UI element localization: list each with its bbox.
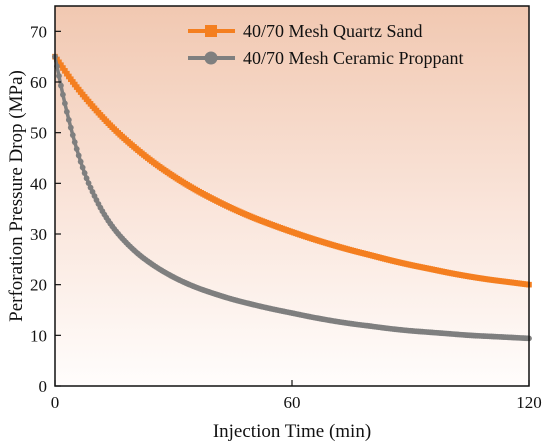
data-point bbox=[58, 62, 64, 68]
y-tick-label: 70 bbox=[30, 22, 47, 41]
data-point bbox=[83, 175, 90, 182]
y-tick-label: 40 bbox=[30, 174, 47, 193]
y-tick-label: 10 bbox=[30, 326, 47, 345]
x-tick-label: 120 bbox=[516, 393, 542, 412]
plot-background bbox=[55, 6, 529, 386]
y-tick-label: 20 bbox=[30, 276, 47, 295]
y-axis-title: Perforation Pressure Drop (MPa) bbox=[6, 70, 27, 322]
data-point bbox=[61, 100, 68, 107]
y-tick-label: 50 bbox=[30, 124, 47, 143]
legend: 40/70 Mesh Quartz Sand 40/70 Mesh Cerami… bbox=[188, 21, 463, 68]
data-point bbox=[71, 139, 78, 146]
y-tick-label: 60 bbox=[30, 73, 47, 92]
data-point bbox=[77, 158, 84, 165]
data-point bbox=[60, 65, 66, 71]
data-point bbox=[58, 82, 64, 89]
y-tick-label: 0 bbox=[39, 377, 48, 396]
data-point bbox=[85, 180, 92, 187]
x-tick-label: 0 bbox=[51, 393, 60, 412]
data-point bbox=[73, 146, 80, 152]
data-point bbox=[63, 108, 70, 115]
data-point bbox=[79, 164, 86, 171]
legend-label-ceramic: 40/70 Mesh Ceramic Proppant bbox=[243, 48, 463, 68]
x-axis-title: Injection Time (min) bbox=[213, 421, 371, 442]
series-layer bbox=[52, 53, 532, 342]
data-point bbox=[60, 91, 66, 98]
x-tick-label: 60 bbox=[284, 393, 301, 412]
legend-marker-ceramic bbox=[204, 51, 218, 65]
data-point bbox=[62, 68, 68, 74]
y-tick-label: 30 bbox=[30, 225, 47, 244]
ticks-layer: 0 10 20 30 40 50 60 70 0 60 120 bbox=[30, 22, 542, 412]
legend-marker-quartz bbox=[205, 25, 217, 37]
data-point bbox=[81, 170, 88, 176]
data-point bbox=[56, 73, 62, 79]
data-point bbox=[75, 152, 82, 159]
data-point bbox=[67, 124, 74, 131]
series-1 bbox=[52, 53, 532, 342]
data-point bbox=[56, 59, 62, 66]
data-point bbox=[65, 116, 72, 123]
data-point bbox=[69, 132, 76, 138]
series-0 bbox=[52, 53, 532, 288]
legend-label-quartz: 40/70 Mesh Quartz Sand bbox=[243, 21, 422, 41]
